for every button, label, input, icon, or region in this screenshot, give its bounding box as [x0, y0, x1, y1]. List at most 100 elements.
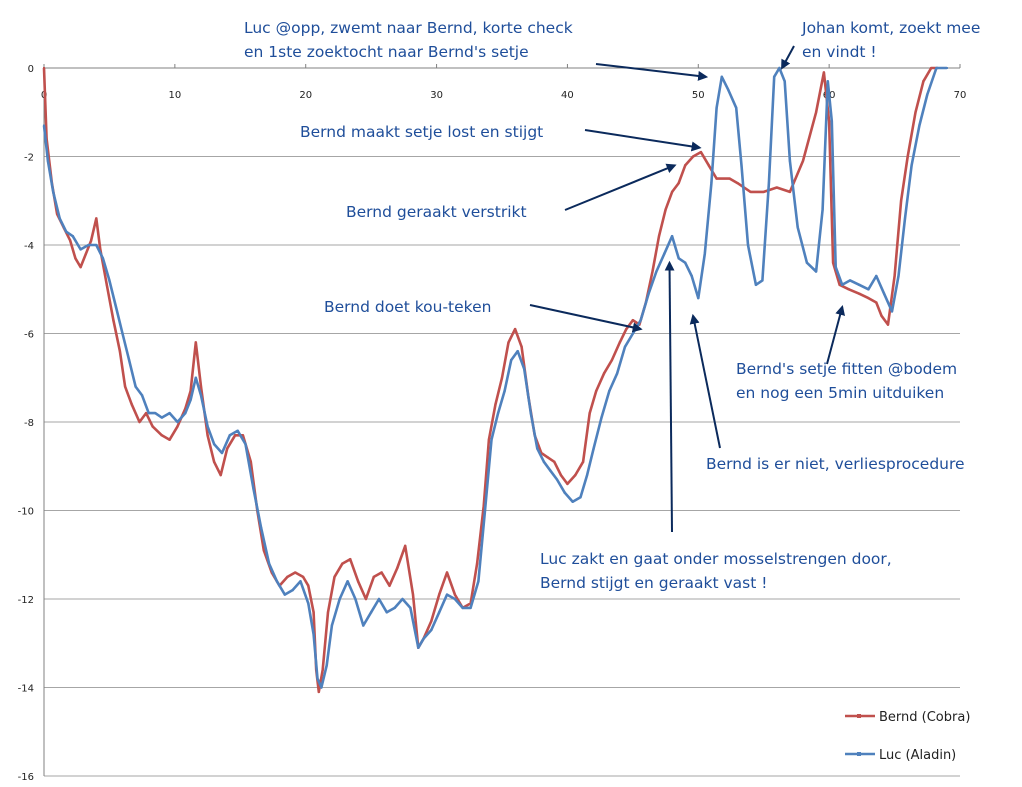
data-point: [684, 261, 687, 264]
data-point: [553, 460, 556, 463]
data-point: [582, 460, 585, 463]
data-point: [234, 434, 237, 437]
data-point: [316, 677, 319, 680]
annotation-arrow: [529, 304, 643, 333]
data-point: [501, 376, 503, 379]
data-point: [219, 474, 222, 477]
data-point: [79, 266, 82, 269]
data-point: [922, 80, 925, 83]
data-point: [516, 350, 519, 353]
annotation: Bernd maakt setje lost en stijgt: [300, 123, 702, 152]
data-point: [121, 332, 124, 335]
data-point: [95, 244, 98, 246]
data-point: [43, 67, 45, 69]
data-point: [507, 341, 510, 344]
data-point: [910, 164, 913, 167]
data-point: [588, 412, 591, 415]
annotation-text: en vindt !: [802, 43, 877, 61]
data-point: [880, 314, 883, 317]
data-point: [520, 345, 523, 348]
annotation-text: Luc @opp, zwemt naar Bernd, korte check: [244, 19, 573, 37]
x-tick-label: 40: [561, 90, 574, 101]
data-point: [417, 646, 420, 649]
data-point: [536, 447, 539, 450]
data-point: [631, 319, 634, 322]
data-point: [330, 624, 333, 627]
data-point: [56, 213, 59, 216]
annotation: Bernd's setje fitten @bodem en nog een 5m…: [736, 305, 957, 402]
data-point: [778, 67, 781, 69]
x-tick-label: 20: [299, 90, 312, 101]
data-point: [99, 248, 102, 251]
annotation: Johan komt, zoekt mee en vindt !: [781, 19, 980, 70]
data-point: [453, 593, 456, 596]
data-point: [549, 469, 552, 472]
data-point: [244, 443, 247, 446]
data-point: [482, 505, 485, 508]
data-point: [141, 394, 144, 397]
data-point: [930, 67, 933, 69]
data-point: [46, 159, 49, 162]
annotation: Bernd doet kou-teken: [324, 298, 643, 333]
data-point: [364, 598, 367, 600]
data-point: [887, 323, 890, 326]
data-point: [286, 575, 289, 578]
data-point: [832, 261, 835, 264]
data-point: [875, 301, 878, 304]
data-point: [655, 270, 658, 273]
data-point: [430, 628, 433, 631]
data-point: [651, 270, 654, 273]
data-point: [710, 182, 713, 185]
data-point: [338, 598, 341, 600]
data-point: [773, 75, 776, 78]
data-point: [134, 385, 137, 388]
data-point: [664, 208, 667, 211]
data-point: [422, 637, 425, 640]
legend-swatch-marker: [857, 714, 861, 718]
y-tick-label: -10: [18, 507, 34, 518]
data-point: [206, 434, 209, 437]
data-point: [200, 385, 203, 388]
data-point: [542, 460, 545, 463]
data-point: [610, 359, 613, 362]
grid-layer: [44, 156, 960, 777]
data-point: [476, 562, 479, 565]
data-point: [147, 412, 150, 415]
legend-label: Bernd (Cobra): [879, 710, 970, 725]
series-group: [42, 66, 948, 689]
data-point: [826, 80, 829, 83]
annotation-arrow: [689, 313, 721, 449]
data-point: [487, 438, 490, 441]
data-point: [834, 266, 837, 269]
data-point: [438, 593, 441, 596]
data-point: [477, 580, 480, 583]
data-point: [74, 257, 77, 260]
data-point: [341, 562, 344, 565]
data-point: [647, 292, 650, 295]
data-point: [663, 252, 666, 255]
annotation: Bernd is er niet, verliesprocedure: [689, 313, 965, 473]
data-point: [523, 367, 526, 370]
data-point: [775, 186, 778, 189]
data-point: [469, 606, 472, 609]
data-point: [393, 606, 396, 609]
data-point: [79, 248, 82, 251]
data-point: [906, 155, 909, 158]
data-point: [154, 412, 157, 415]
data-point: [822, 71, 825, 74]
data-point: [616, 372, 619, 375]
data-point: [90, 239, 93, 242]
data-point: [194, 376, 197, 379]
data-point: [883, 292, 886, 295]
data-point: [184, 407, 187, 410]
data-point: [935, 67, 938, 69]
data-point: [362, 624, 365, 627]
data-point: [608, 390, 611, 393]
x-tick-label: 30: [430, 90, 443, 101]
data-point: [151, 425, 154, 428]
annotation: Luc @opp, zwemt naar Bernd, korte check e…: [244, 19, 709, 81]
data-point: [453, 598, 456, 600]
x-tick-label: 50: [692, 90, 705, 101]
series-layer: [42, 66, 948, 694]
data-point: [579, 496, 582, 499]
